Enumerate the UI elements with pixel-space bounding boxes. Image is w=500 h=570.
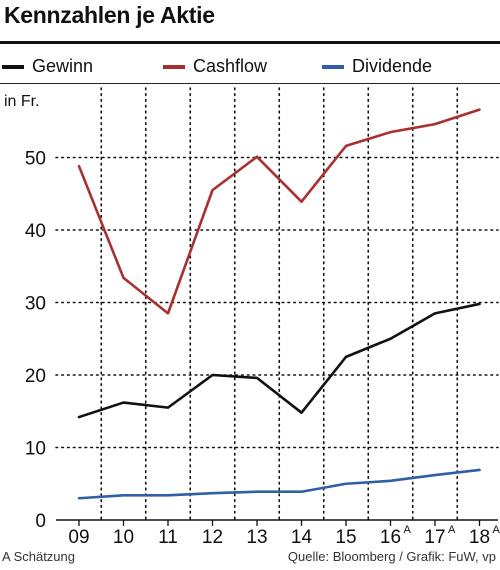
chart-title: Kennzahlen je Aktie bbox=[4, 2, 215, 28]
legend-label-gewinn: Gewinn bbox=[32, 56, 94, 76]
y-tick-label: 0 bbox=[35, 511, 46, 532]
x-tick-label: 17 bbox=[424, 527, 445, 548]
x-tick-superscript: A bbox=[493, 524, 500, 536]
x-tick-label: 18 bbox=[469, 527, 490, 548]
x-tick-superscript: A bbox=[448, 524, 456, 536]
x-tick-label: 09 bbox=[68, 527, 89, 548]
x-tick-label: 11 bbox=[158, 527, 178, 548]
series-line-gewinn bbox=[77, 302, 481, 419]
x-tick-label: 14 bbox=[291, 527, 313, 548]
source-credit: Quelle: Bloomberg / Grafik: FuW, vp bbox=[287, 549, 496, 564]
legend-label-dividende: Dividende bbox=[352, 56, 433, 76]
y-tick-label: 10 bbox=[25, 439, 46, 460]
x-tick-label: 12 bbox=[202, 527, 223, 548]
x-tick-label: 13 bbox=[246, 527, 267, 548]
x-tick-label: 16 bbox=[380, 527, 401, 548]
legend-swatch-dividende bbox=[322, 64, 344, 69]
legend-swatch-cashflow bbox=[163, 64, 185, 69]
series-line-dividende bbox=[77, 468, 481, 500]
y-axis-unit-label: in Fr. bbox=[4, 93, 40, 110]
legend: Gewinn Cashflow Dividende bbox=[0, 56, 500, 78]
legend-item-gewinn: Gewinn bbox=[2, 56, 93, 77]
y-tick-label: 20 bbox=[25, 366, 46, 387]
legend-item-cashflow: Cashflow bbox=[163, 56, 267, 77]
x-tick-label: 10 bbox=[113, 527, 134, 548]
title-rule bbox=[0, 41, 500, 44]
footnote: A Schätzung bbox=[2, 549, 75, 564]
legend-item-dividende: Dividende bbox=[322, 56, 432, 77]
y-tick-label: 40 bbox=[25, 221, 46, 242]
legend-swatch-gewinn bbox=[2, 64, 24, 69]
legend-rule bbox=[0, 83, 500, 84]
x-tick-label: 15 bbox=[335, 527, 356, 548]
y-tick-label: 30 bbox=[25, 294, 46, 315]
series-line-cashflow bbox=[77, 108, 481, 315]
x-tick-superscript: A bbox=[404, 524, 412, 536]
legend-label-cashflow: Cashflow bbox=[193, 56, 268, 76]
y-tick-label: 50 bbox=[25, 149, 46, 170]
